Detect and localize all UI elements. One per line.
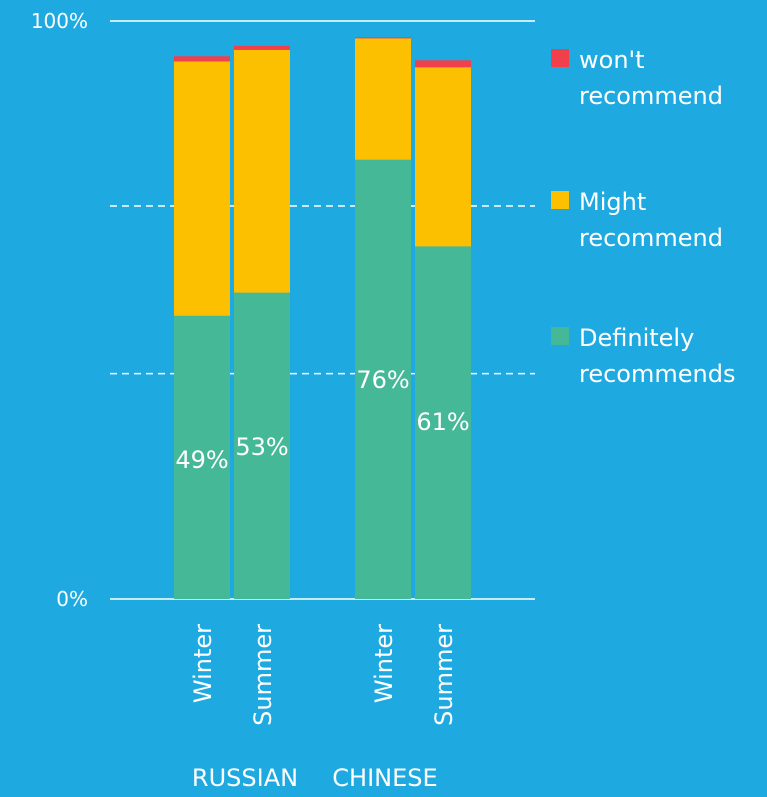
category-label-1: Summer xyxy=(249,624,277,726)
group-label-1: CHINESE xyxy=(332,764,437,792)
data-label-1: 53% xyxy=(235,433,288,461)
bar-2-series-0 xyxy=(355,159,411,599)
legend-label-0: won't recommend xyxy=(579,46,723,110)
bar-1-series-1 xyxy=(234,49,290,293)
category-label-0: Winter xyxy=(189,624,217,703)
data-label-2: 76% xyxy=(356,366,409,394)
y-tick-label-1: 100% xyxy=(31,9,88,33)
bars xyxy=(174,37,471,600)
legend-swatch-2 xyxy=(551,327,569,345)
group-labels: RUSSIAN CHINESE xyxy=(192,764,438,792)
gridlines xyxy=(110,20,535,600)
bar-1-series-2 xyxy=(234,45,290,50)
bar-2-series-2 xyxy=(355,37,411,39)
bar-3-series-1 xyxy=(415,67,471,247)
legend: won't recommend Might recommend Definitely re… xyxy=(551,46,735,388)
bar-0-series-2 xyxy=(174,56,230,62)
legend-swatch-1 xyxy=(551,191,569,209)
bar-0-series-0 xyxy=(174,315,230,599)
data-labels: 49% 53% 76%61% xyxy=(175,366,469,474)
bar-3-series-0 xyxy=(415,246,471,600)
group-label-0: RUSSIAN xyxy=(192,764,298,792)
legend-label-2: Definitely recommends xyxy=(579,324,735,388)
bar-0-series-1 xyxy=(174,61,230,316)
category-labels: Winter Summer Winter Summer xyxy=(189,624,458,726)
category-label-3: Summer xyxy=(430,624,458,726)
legend-swatch-0 xyxy=(551,49,569,67)
y-tick-label-0: 0% xyxy=(56,587,88,611)
bar-2-series-1 xyxy=(355,38,411,160)
category-label-2: Winter xyxy=(370,624,398,703)
y-axis-ticks: 0% 100% xyxy=(31,9,88,611)
data-label-0: 49% xyxy=(175,446,228,474)
data-label-3: 61% xyxy=(416,408,469,436)
legend-label-1: Might recommend xyxy=(579,188,723,252)
bar-1-series-0 xyxy=(234,292,290,599)
bar-3-series-2 xyxy=(415,60,471,68)
